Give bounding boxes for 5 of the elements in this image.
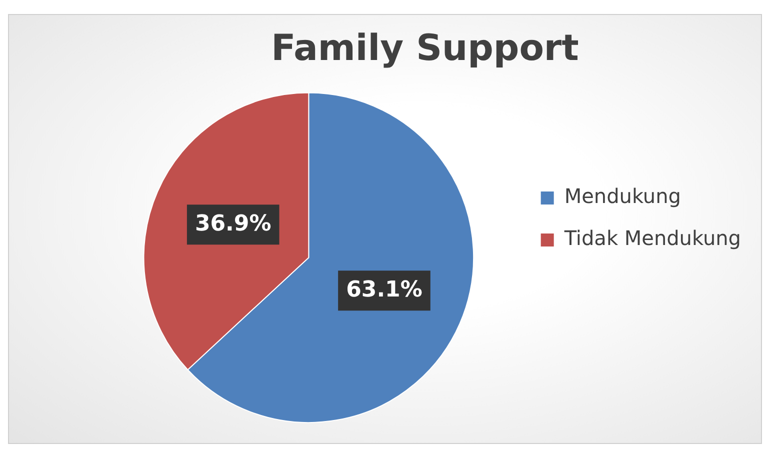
legend-label: Mendukung [564, 184, 681, 208]
data-label: 36.9% [194, 211, 272, 236]
chart-title: Family Support [271, 28, 579, 69]
data-label: 63.1% [346, 277, 422, 302]
legend-label: Tidak Mendukung [563, 226, 741, 250]
